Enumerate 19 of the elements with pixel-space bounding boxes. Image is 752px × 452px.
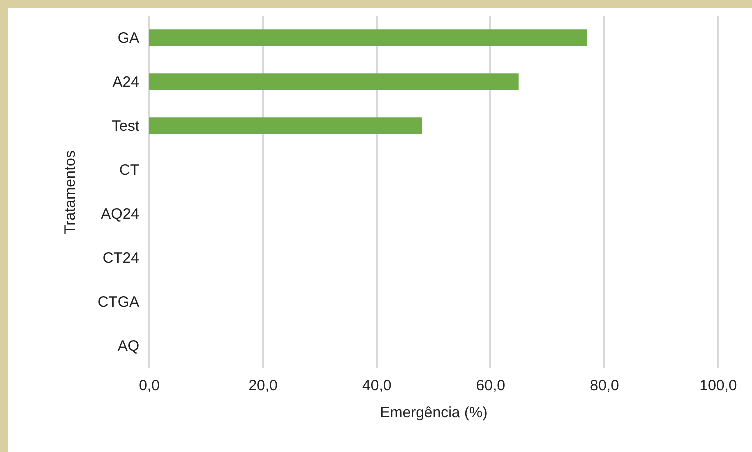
x-tick-label: 0,0: [139, 378, 160, 394]
bar: [149, 118, 422, 134]
y-tick-label: AQ24: [101, 206, 140, 223]
x-axis-title: Emergência (%): [380, 404, 488, 422]
x-tick-label: 80,0: [590, 378, 620, 394]
x-tick-label: 20,0: [248, 378, 278, 394]
y-tick-label: GA: [118, 30, 140, 47]
y-tick-label: AQ: [118, 338, 140, 355]
y-tick-label: CT: [120, 162, 140, 179]
y-tick-label: CTGA: [98, 294, 140, 311]
x-tick-label: 100,0: [700, 378, 738, 394]
y-tick-label: A24: [112, 74, 140, 91]
y-tick-label: CT24: [102, 250, 140, 267]
bar: [149, 74, 519, 90]
y-tick-label: Test: [112, 118, 140, 135]
x-tick-label: 40,0: [362, 378, 392, 394]
bar: [149, 30, 588, 46]
x-tick-label: 60,0: [476, 378, 506, 394]
y-axis-title: Tratamentos: [62, 150, 79, 234]
